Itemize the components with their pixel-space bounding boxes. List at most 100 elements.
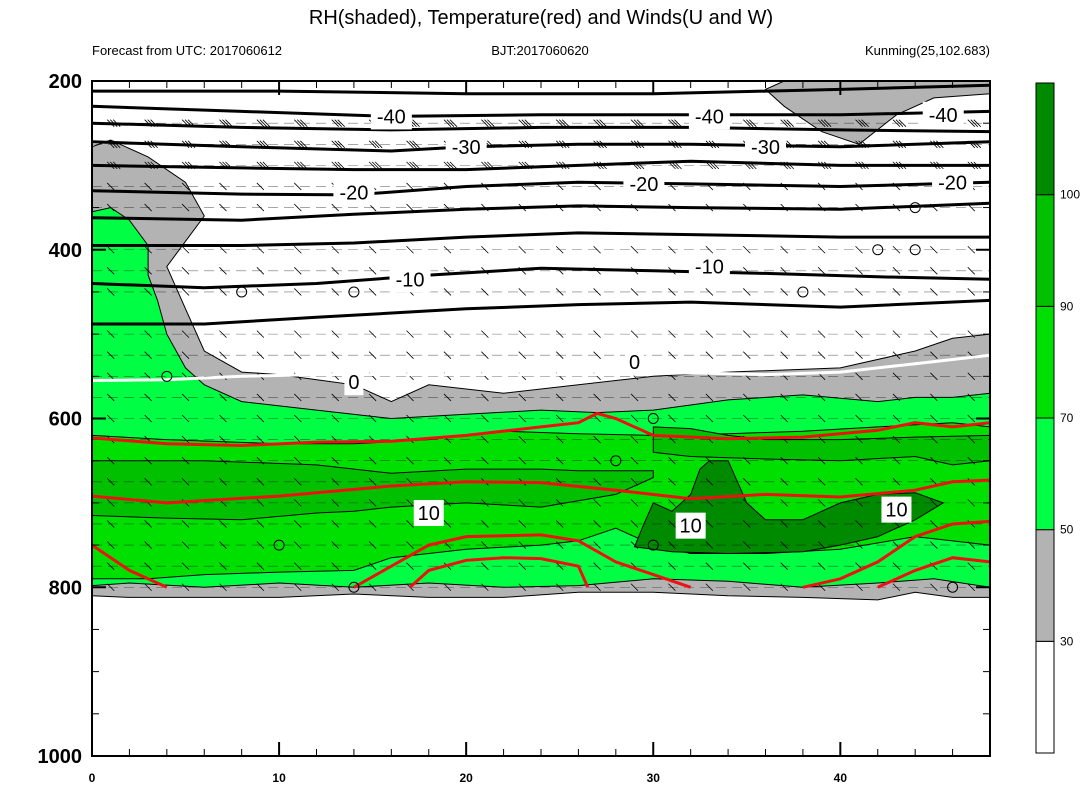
wind-barb — [256, 203, 265, 212]
wind-barb — [374, 161, 383, 170]
wind-barb — [331, 583, 339, 592]
wind-barb — [817, 562, 826, 570]
wind-barb — [973, 119, 982, 127]
wind-barb — [481, 414, 489, 423]
wind-barb — [630, 245, 639, 254]
wind-barb — [181, 435, 190, 444]
wind-barb — [518, 583, 527, 592]
temperature-contour — [92, 478, 990, 505]
wind-barb — [780, 499, 788, 507]
wind-barb — [555, 435, 564, 444]
contour-label-text: -40 — [695, 106, 724, 128]
wind-barb — [256, 119, 265, 127]
colorbar: 30 50 70 90 100 — [1035, 82, 1080, 754]
wind-barb — [630, 499, 639, 507]
wind-barb — [409, 161, 417, 170]
wind-barb — [294, 140, 302, 149]
wind-barb — [593, 435, 601, 444]
wind-barb — [967, 562, 976, 570]
wind-barb — [593, 456, 601, 465]
wind-barb — [630, 477, 639, 486]
wind-barb — [705, 583, 714, 592]
wind-barb — [331, 414, 339, 423]
calm-wind-circle — [947, 581, 959, 593]
wind-barb — [743, 520, 751, 528]
wind-barb — [334, 119, 342, 127]
wind-barb — [331, 541, 339, 549]
wind-barb — [555, 351, 564, 360]
wind-barb — [144, 456, 152, 465]
wind-barb — [412, 161, 420, 170]
wind-barb — [786, 119, 794, 127]
wind-barb — [481, 245, 489, 254]
wind-barb — [443, 161, 452, 170]
wind-barb — [817, 245, 826, 254]
subtitle-center: BJT:2017060620 — [491, 43, 589, 58]
subtitle-left: Forecast from UTC: 2017060612 — [92, 43, 282, 58]
wind-barb — [331, 499, 339, 507]
wind-barb — [219, 477, 227, 486]
wind-barb — [593, 499, 601, 507]
wind-barb — [746, 119, 754, 127]
wind-barb — [780, 456, 788, 465]
wind-barb — [331, 288, 339, 296]
wind-barb — [743, 245, 751, 254]
contour-label-bg — [344, 369, 364, 396]
wind-barb — [256, 288, 265, 296]
wind-barb — [892, 583, 901, 592]
wind-barb — [368, 562, 377, 570]
wind-barb — [743, 414, 751, 423]
wind-barb — [106, 267, 115, 275]
wind-barb — [406, 245, 414, 254]
wind-barb — [294, 583, 302, 592]
wind-barb — [331, 330, 339, 338]
wind-barb — [106, 583, 115, 592]
x-tick-label: 20 — [459, 771, 473, 785]
wind-barb — [144, 245, 152, 254]
wind-barb — [855, 456, 863, 465]
wind-barb — [181, 583, 190, 592]
wind-barb — [294, 288, 302, 296]
wind-barb — [967, 541, 976, 549]
calm-wind-circle — [872, 244, 884, 256]
wind-barb — [443, 288, 452, 296]
contour-label-text: 10 — [680, 516, 702, 538]
isotherm-line — [92, 104, 990, 118]
wind-barb — [780, 245, 788, 254]
x-tick-label: 40 — [834, 771, 848, 785]
colorbar-label: 70 — [1060, 411, 1074, 425]
wind-barb — [181, 245, 190, 254]
wind-barb — [144, 288, 152, 296]
wind-barb — [518, 119, 527, 127]
wind-barb — [593, 245, 601, 254]
isotherms — [92, 83, 990, 382]
wind-barb — [443, 119, 452, 127]
wind-barb — [930, 414, 938, 423]
wind-barb — [481, 562, 489, 570]
wind-barb — [705, 477, 714, 486]
wind-barb — [300, 119, 308, 127]
wind-barb — [518, 456, 527, 465]
wind-barb — [555, 499, 564, 507]
wind-barb — [256, 520, 265, 528]
wind-barb — [518, 562, 527, 570]
wind-barb — [259, 119, 268, 127]
wind-barb — [930, 372, 938, 381]
wind-barb — [443, 245, 452, 254]
wind-barb — [406, 414, 414, 423]
wind-barb — [855, 520, 863, 528]
wind-barb — [668, 351, 676, 360]
wind-barb — [449, 161, 458, 170]
wind-barb — [181, 414, 190, 423]
wind-barb — [446, 119, 455, 127]
wind-barb — [144, 267, 152, 275]
wind-barb — [596, 119, 604, 127]
wind-barb — [892, 119, 901, 127]
wind-barb — [294, 182, 302, 191]
wind-barb — [368, 267, 377, 275]
wind-barb — [294, 119, 302, 127]
isotherm-line — [92, 231, 990, 247]
contour-label-text: 0 — [629, 352, 640, 374]
